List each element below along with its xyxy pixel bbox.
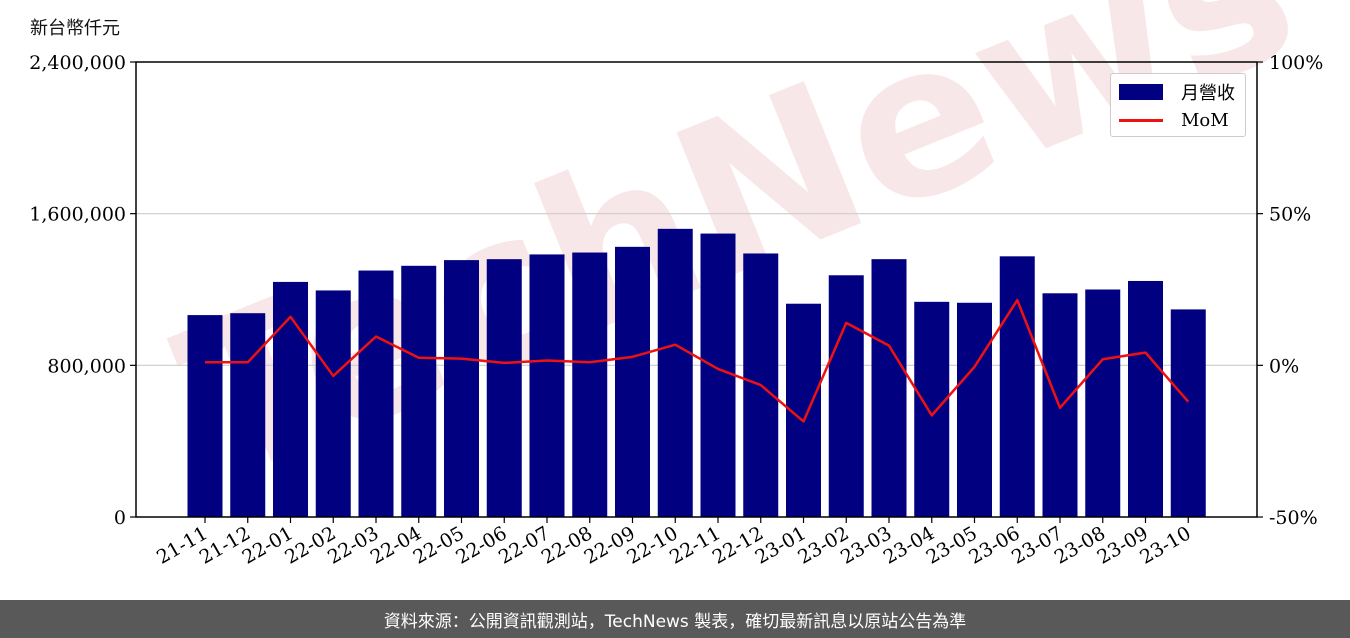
y2-tick-label: 50% — [1269, 204, 1311, 226]
bar-22-08 — [572, 252, 608, 517]
mom-line — [205, 298, 1190, 423]
legend-swatch-bar — [1119, 84, 1163, 100]
bar-23-02 — [828, 275, 864, 517]
bar-22-06 — [486, 259, 522, 517]
chart-legend: 月營收 MoM — [1110, 73, 1246, 137]
bar-22-10 — [657, 228, 693, 518]
bar-23-08 — [1085, 289, 1121, 517]
legend-item-revenue: 月營收 — [1119, 80, 1235, 104]
bar-22-03 — [358, 270, 394, 517]
legend-label-revenue: 月營收 — [1181, 83, 1235, 104]
y-tick-label: 2,400,000 — [29, 52, 126, 74]
bar-22-05 — [444, 260, 479, 517]
y2-tick-label: 100% — [1269, 52, 1323, 74]
axes — [130, 61, 1263, 523]
y-tick-label: 800,000 — [47, 355, 126, 377]
bar-series — [187, 228, 1206, 518]
legend-swatch-line — [1119, 118, 1163, 122]
mom-line-series — [204, 298, 1190, 423]
y2-tick-label: -50% — [1269, 507, 1318, 529]
y-tick-label: 1,600,000 — [29, 204, 126, 226]
x-tick-label: 23-10 — [1136, 522, 1194, 568]
bar-21-11 — [187, 315, 223, 517]
revenue-chart: 0 800,000 1,600,000 2,400,000 -50% 0% 50% 100% 2… — [29, 52, 1323, 569]
bar-23-09 — [1128, 280, 1163, 517]
bar-22-11 — [700, 233, 736, 517]
legend-item-mom: MoM — [1119, 108, 1229, 132]
bar-22-07 — [529, 254, 565, 518]
bar-22-09 — [615, 246, 650, 517]
y2-tick-label: 0% — [1269, 355, 1299, 377]
y-axis-unit-label: 新台幣仟元 — [30, 18, 120, 39]
bar-22-01 — [273, 281, 308, 517]
bar-21-12 — [230, 313, 266, 517]
bar-22-02 — [315, 290, 351, 517]
bar-23-03 — [871, 259, 907, 517]
legend-label-mom: MoM — [1181, 109, 1229, 131]
y-tick-label: 0 — [114, 507, 126, 529]
plot-frame — [135, 61, 1258, 518]
bar-22-04 — [401, 265, 437, 517]
bar-23-05 — [957, 302, 992, 517]
bar-23-04 — [914, 301, 950, 517]
bar-23-06 — [999, 256, 1035, 517]
bar-23-10 — [1170, 309, 1206, 517]
source-footer: 資料來源：公開資訊觀測站，TechNews 製表，確切最新訊息以原站公告為準 — [0, 600, 1350, 638]
